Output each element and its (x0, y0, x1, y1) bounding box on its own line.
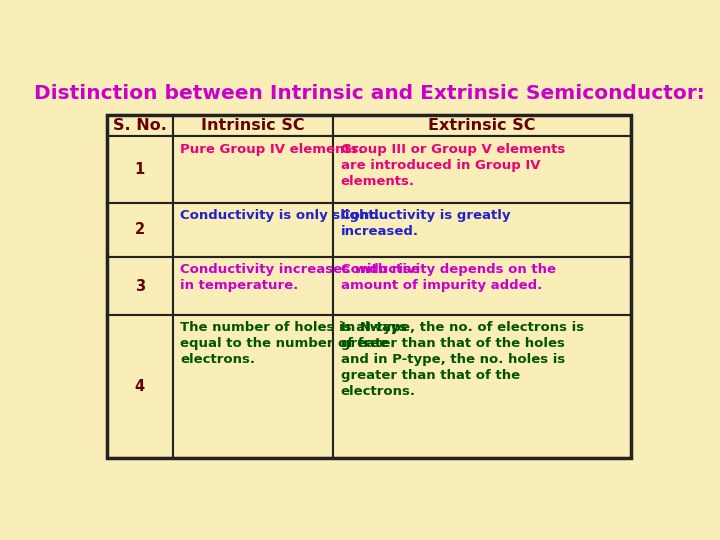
Bar (107, 257, 173, 315)
Bar (333, 114, 631, 136)
Text: Conductivity increases with rise
in temperature.: Conductivity increases with rise in temp… (181, 263, 420, 292)
Bar (107, 203, 173, 257)
Bar (107, 114, 173, 136)
Text: Pure Group IV elements.: Pure Group IV elements. (181, 143, 364, 156)
Bar (107, 136, 173, 203)
Bar (333, 315, 631, 458)
Text: 2: 2 (135, 222, 145, 238)
Text: Conductivity is greatly
increased.: Conductivity is greatly increased. (341, 209, 510, 238)
Bar (173, 257, 333, 315)
Text: Group III or Group V elements
are introduced in Group IV
elements.: Group III or Group V elements are introd… (341, 143, 564, 187)
Text: Conductivity depends on the
amount of impurity added.: Conductivity depends on the amount of im… (341, 263, 556, 292)
Bar (333, 136, 631, 203)
Bar (173, 114, 333, 136)
Bar (107, 114, 631, 458)
Text: 1: 1 (135, 162, 145, 177)
Bar (333, 203, 631, 257)
Text: 4: 4 (135, 379, 145, 394)
Bar (107, 315, 173, 458)
Bar (333, 257, 631, 315)
Text: 3: 3 (135, 279, 145, 294)
Bar (173, 203, 333, 257)
Text: Distinction between Intrinsic and Extrinsic Semiconductor:: Distinction between Intrinsic and Extrin… (34, 84, 704, 103)
Text: Conductivity is only slight.: Conductivity is only slight. (181, 209, 380, 222)
Text: The number of holes is always
equal to the number of free
electrons.: The number of holes is always equal to t… (181, 321, 408, 366)
Bar (173, 315, 333, 458)
Text: Extrinsic SC: Extrinsic SC (428, 118, 536, 133)
Text: In N-type, the no. of electrons is
greater than that of the holes
and in P-type,: In N-type, the no. of electrons is great… (341, 321, 584, 399)
Text: Intrinsic SC: Intrinsic SC (201, 118, 305, 133)
Text: S. No.: S. No. (113, 118, 166, 133)
Bar (173, 136, 333, 203)
